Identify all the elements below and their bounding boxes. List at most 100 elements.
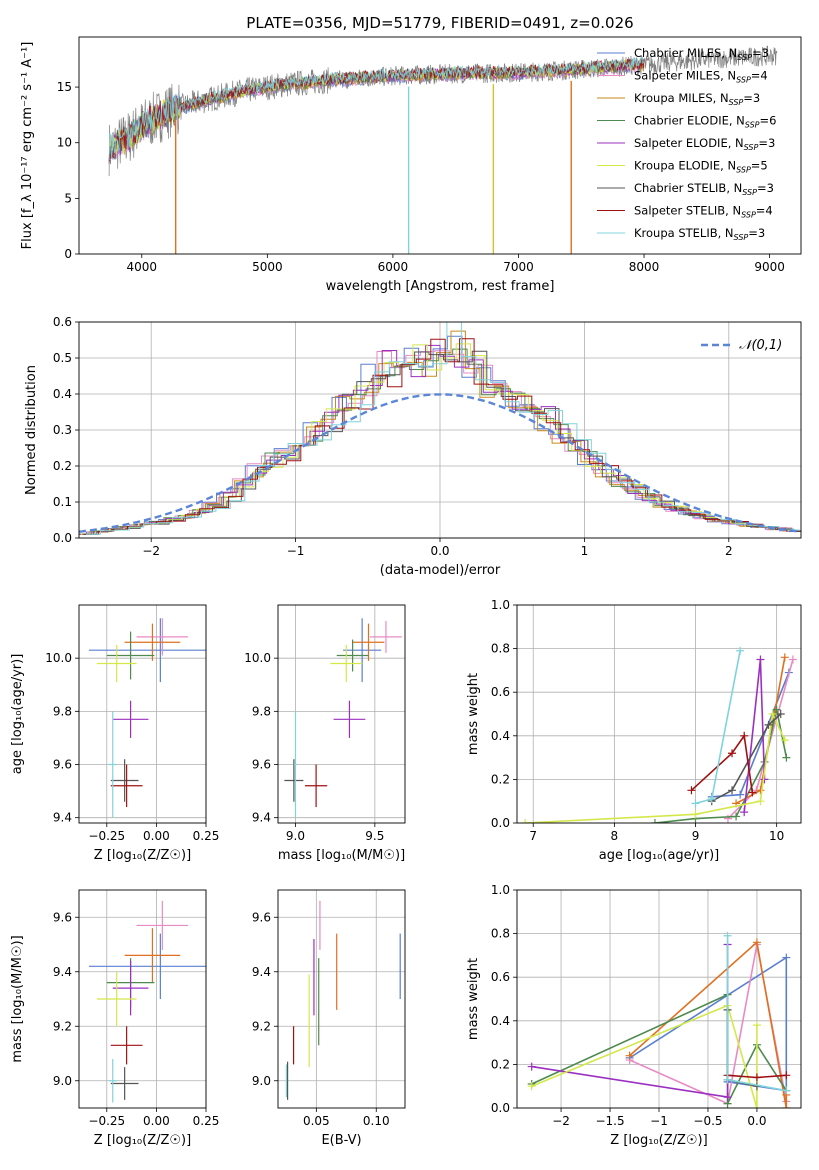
weight-marker: [723, 931, 732, 940]
x-axis-label: Z [log₁₀(Z/Z☉)]: [94, 1133, 191, 1148]
legend-label: Chabrier STELIB, NSSP=3: [634, 181, 774, 197]
x-axis-label: Z [log₁₀(Z/Z☉)]: [94, 848, 191, 863]
errorbar-point: [284, 759, 304, 802]
legend-label: Kroupa MILES, NSSP=3: [634, 91, 760, 107]
weight-series-line: [525, 711, 786, 823]
x-tick-label: 8000: [629, 260, 660, 274]
weight-marker: [782, 1104, 791, 1108]
y-tick-label: 0.4: [53, 387, 72, 401]
weight-series-line: [711, 713, 782, 802]
x-tick-label: 6000: [378, 260, 409, 274]
plot-area: [284, 618, 402, 818]
weight-marker: [728, 749, 737, 758]
x-tick-label: 0.00: [143, 1114, 170, 1128]
axes-frame: [78, 321, 802, 539]
weight-marker: [527, 1082, 536, 1091]
errorbar-point: [352, 623, 385, 661]
errorbar-point: [108, 711, 117, 818]
x-tick-label: 2: [725, 544, 733, 558]
normal-reference-curve: [79, 393, 799, 533]
axes-mass-vs-EBV: 0.05 0.10 9.0 9.2 9.4 9.6 E(B-V): [252, 889, 406, 1148]
x-tick-label: −2: [142, 544, 160, 558]
y-tick-label: 5: [64, 191, 72, 205]
x-tick-label: 0.25: [193, 1114, 220, 1128]
weight-marker: [756, 786, 765, 795]
y-tick-label: 0.6: [491, 970, 510, 984]
errorbar-point: [136, 618, 189, 656]
plot-area: [79, 322, 801, 535]
weight-marker: [780, 653, 789, 662]
weight-marker: [527, 1062, 536, 1071]
axes-frame: [78, 604, 207, 824]
errorbar-point: [112, 700, 149, 738]
errorbar-point: [293, 711, 298, 818]
weight-series-line: [654, 709, 788, 823]
legend-label: Salpeter MILES, NSSP=4: [634, 69, 768, 85]
x-tick-label: 0.25: [193, 829, 220, 843]
legend-label: Kroupa STELIB, NSSP=3: [634, 226, 765, 242]
weight-series-line: [690, 733, 754, 793]
errorbar-point: [96, 644, 137, 683]
x-axis-label: mass [log₁₀(M/M☉)]: [278, 848, 405, 863]
weight-marker: [650, 819, 659, 823]
errorbar-point: [330, 644, 363, 683]
x-tick-label: −1: [287, 544, 305, 558]
y-axis-label: Normed distribution: [24, 365, 39, 495]
x-tick-label: 5000: [252, 260, 283, 274]
weight-marker: [756, 655, 765, 664]
weight-marker: [764, 720, 773, 729]
axes-frame: [516, 604, 802, 824]
y-tick-label: 9.6: [252, 910, 271, 924]
y-tick-label: 9.8: [53, 704, 72, 718]
y-tick-label: 9.6: [53, 910, 72, 924]
y-tick-label: 0.2: [491, 772, 510, 786]
errorbar-point: [110, 1067, 139, 1100]
y-tick-label: 0.1: [53, 495, 72, 509]
x-tick-label: 7000: [503, 260, 534, 274]
weight-marker: [780, 736, 789, 745]
x-tick-label: −0.25: [88, 1114, 125, 1128]
x-axis-label: (data-model)/error: [380, 563, 501, 578]
weight-marker: [752, 1104, 761, 1108]
weight-marker: [732, 812, 741, 821]
y-tick-label: 0.5: [53, 351, 72, 365]
plot-layer: 4000 5000 6000 7000 8000 9000 0 5 10 15 wavelength…: [10, 36, 802, 1148]
plot-area: [108, 45, 778, 254]
x-tick-label: −1: [650, 1114, 668, 1128]
x-tick-label: −2: [552, 1114, 570, 1128]
y-axis-label: mass weight: [466, 673, 481, 755]
errorbar-point: [88, 933, 206, 999]
weight-marker: [691, 810, 700, 819]
y-tick-label: 9.4: [53, 965, 72, 979]
observed-spectrum-line: [108, 45, 778, 177]
errorbar-point: [124, 928, 181, 983]
legend-label: Kroupa ELODIE, NSSP=5: [634, 159, 768, 175]
x-axis-label: wavelength [Angstrom, rest frame]: [326, 279, 555, 294]
errorbar-point: [333, 700, 366, 738]
x-tick-label: 0.00: [143, 829, 170, 843]
y-tick-label: 9.4: [252, 811, 271, 825]
weight-marker: [772, 705, 781, 714]
figure-title: PLATE=0356, MJD=51779, FIBERID=0491, z=0…: [246, 14, 633, 32]
y-tick-label: 0.4: [491, 1014, 510, 1028]
y-tick-label: 10: [57, 136, 72, 150]
y-tick-label: 1.0: [491, 598, 510, 612]
y-axis-label: Flux [f_λ 10⁻¹⁷ erg cm⁻² s⁻¹ A⁻¹]: [20, 42, 35, 250]
x-tick-label: 0.0: [747, 1114, 766, 1128]
errorbar-point: [112, 960, 149, 1016]
y-tick-label: 0.6: [491, 685, 510, 699]
axes-frame: [277, 889, 406, 1109]
y-tick-label: 9.6: [53, 758, 72, 772]
model-spectrum-line: [108, 56, 645, 160]
weight-marker: [736, 790, 745, 799]
spectrum-legend: Chabrier MILES, NSSP=3 Salpeter MILES, NS…: [597, 46, 776, 242]
errorbar-point: [110, 764, 143, 808]
x-tick-label: −0.5: [693, 1114, 722, 1128]
histogram-step-line: [79, 330, 798, 535]
errorbar-point: [304, 764, 328, 808]
weight-marker: [740, 731, 749, 740]
legend-label: Salpeter ELODIE, NSSP=3: [634, 136, 775, 152]
weight-marker: [788, 655, 797, 664]
errorbar-point: [110, 1026, 143, 1065]
